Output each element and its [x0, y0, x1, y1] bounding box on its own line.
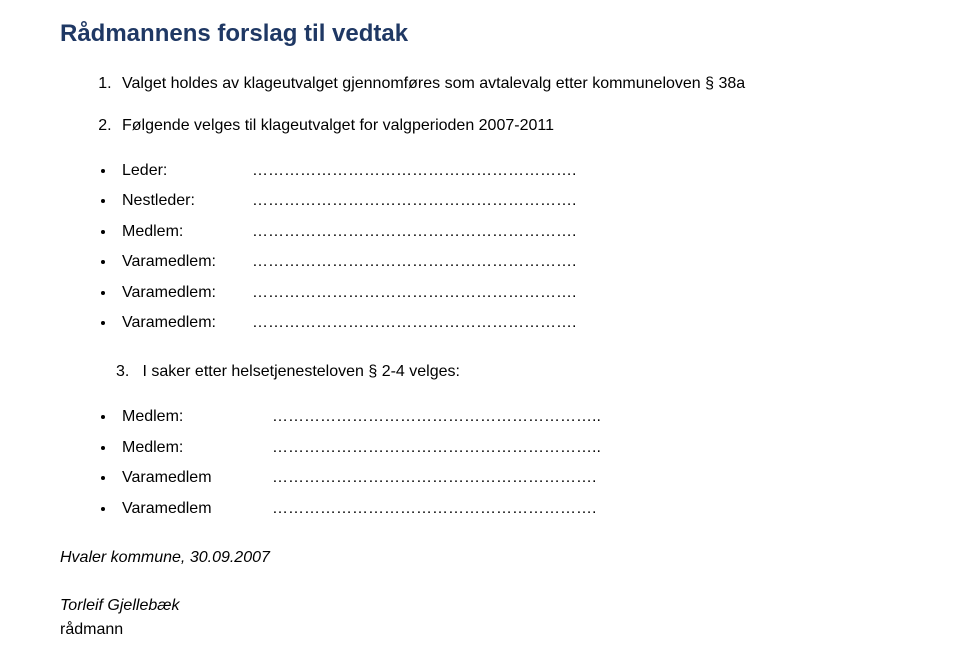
list-item: Varamedlem:…………………………………………………….	[116, 247, 919, 277]
list-item: Medlem:……………………………………………………..	[116, 433, 919, 463]
role-label: Medlem:	[122, 402, 272, 432]
role-label: Medlem:	[122, 217, 252, 247]
dotted-line: …………………………………………………….	[252, 156, 576, 186]
footer-line: Torleif Gjellebæk	[60, 594, 919, 618]
item3-text: I saker etter helsetjenesteloven § 2-4 v…	[142, 363, 460, 380]
dotted-line: ……………………………………………………..	[272, 402, 601, 432]
dotted-line: …………………………………………………….	[252, 217, 576, 247]
dotted-line: …………………………………………………….	[252, 278, 576, 308]
footer-line: Hvaler kommune, 30.09.2007	[60, 546, 919, 570]
role-label: Nestleder:	[122, 186, 252, 216]
roles-list-a: Leder:……………………………………………………. Nestleder:………	[60, 156, 919, 338]
page-title: Rådmannens forslag til vedtak	[60, 20, 919, 48]
list-item: Leder:…………………………………………………….	[116, 156, 919, 186]
list-item: Varamedlem:…………………………………………………….	[116, 308, 919, 338]
dotted-line: …………………………………………………….	[272, 494, 596, 524]
list-item: Varamedlem…………………………………………………….	[116, 463, 919, 493]
list-item-2: Følgende velges til klageutvalget for va…	[116, 114, 919, 138]
role-label: Varamedlem:	[122, 278, 252, 308]
dotted-line: …………………………………………………….	[252, 186, 576, 216]
list-item: Varamedlem…………………………………………………….	[116, 494, 919, 524]
list-item: Medlem:……………………………………………………..	[116, 402, 919, 432]
document-page: Rådmannens forslag til vedtak Valget hol…	[0, 0, 959, 662]
list-item: Nestleder:…………………………………………………….	[116, 186, 919, 216]
item3-number: 3.	[116, 360, 138, 384]
role-label: Leder:	[122, 156, 252, 186]
dotted-line: …………………………………………………….	[272, 463, 596, 493]
role-label: Varamedlem	[122, 463, 272, 493]
dotted-line: …………………………………………………….	[252, 247, 576, 277]
numbered-list: Valget holdes av klageutvalget gjennomfø…	[60, 72, 919, 138]
role-label: Varamedlem:	[122, 247, 252, 277]
list-item-3: 3. I saker etter helsetjenesteloven § 2-…	[60, 360, 919, 384]
dotted-line: …………………………………………………….	[252, 308, 576, 338]
list-item: Varamedlem:…………………………………………………….	[116, 278, 919, 308]
role-label: Medlem:	[122, 433, 272, 463]
list-item: Medlem:…………………………………………………….	[116, 217, 919, 247]
list-item-1: Valget holdes av klageutvalget gjennomfø…	[116, 72, 919, 96]
document-footer: Hvaler kommune, 30.09.2007 Torleif Gjell…	[60, 546, 919, 642]
footer-line: rådmann	[60, 618, 919, 642]
roles-list-b: Medlem:…………………………………………………….. Medlem:…………	[60, 402, 919, 524]
role-label: Varamedlem	[122, 494, 272, 524]
dotted-line: ……………………………………………………..	[272, 433, 601, 463]
role-label: Varamedlem:	[122, 308, 252, 338]
